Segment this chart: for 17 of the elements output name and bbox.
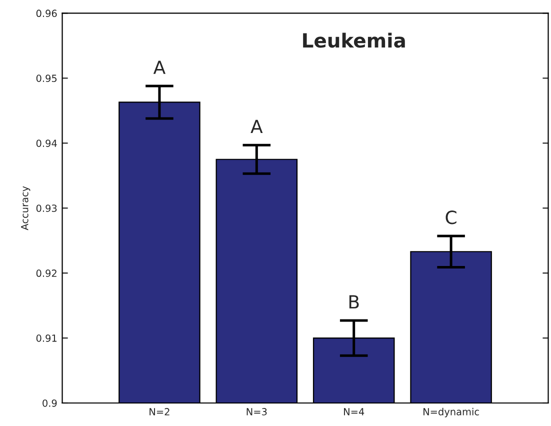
text: Leukemia bbox=[303, 32, 405, 48]
x-tick-label: N=4 bbox=[344, 408, 364, 416]
y-tick-label: 0.93 bbox=[36, 204, 57, 212]
y-tick-label: 0.9 bbox=[42, 399, 57, 407]
annotation: C bbox=[446, 210, 456, 224]
annotation: A bbox=[153, 60, 166, 74]
x-tick-label: N=3 bbox=[246, 408, 267, 416]
annotation: A bbox=[250, 120, 263, 133]
annotation: B bbox=[349, 295, 359, 308]
x-tick-label: N=2 bbox=[150, 408, 170, 416]
y-axis-title: Accuracy bbox=[21, 186, 30, 230]
y-tick-label: 0.95 bbox=[36, 74, 57, 82]
y-tick-label: 0.94 bbox=[36, 140, 57, 147]
x-tick-label: N=dynamic bbox=[424, 408, 479, 418]
y-tick-label: 0.92 bbox=[36, 270, 56, 277]
y-tick-label: 0.91 bbox=[36, 334, 57, 342]
y-tick-label: 0.96 bbox=[36, 10, 57, 18]
